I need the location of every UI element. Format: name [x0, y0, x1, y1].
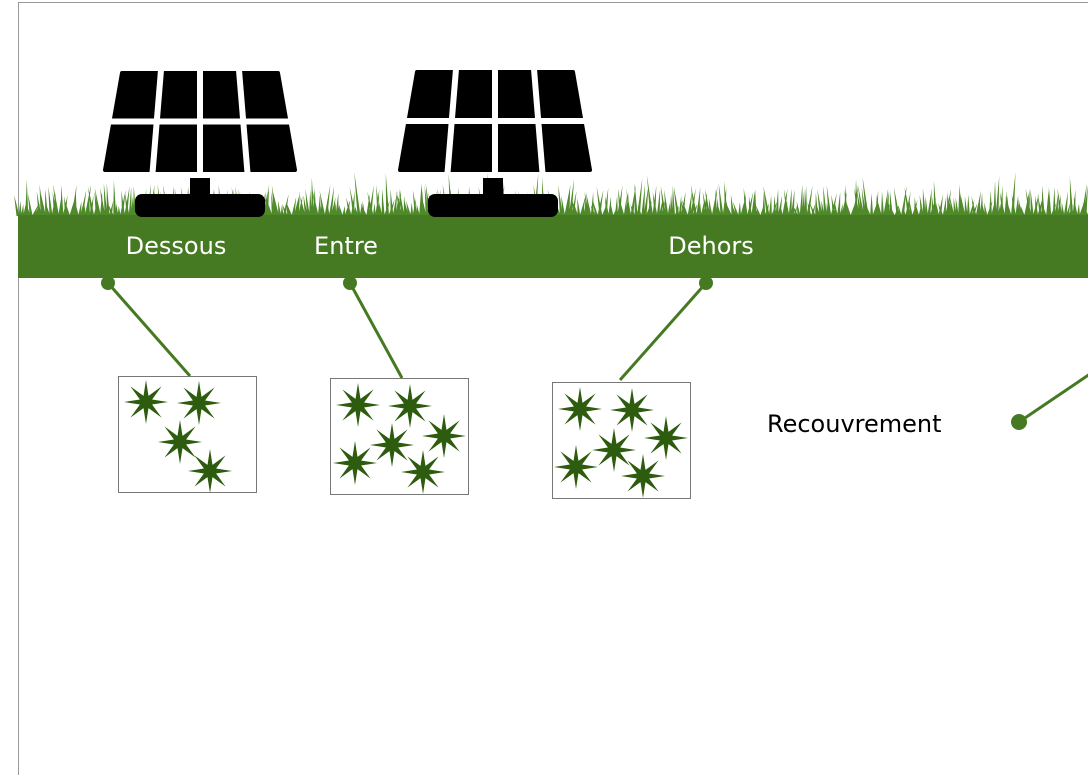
panel-base — [135, 194, 265, 217]
connector — [618, 282, 708, 381]
connectors — [106, 282, 1088, 424]
zone-label: Entre — [314, 232, 378, 260]
zone-label: Dehors — [668, 232, 754, 260]
plant — [644, 416, 688, 460]
panel-post — [190, 178, 210, 198]
plant — [554, 445, 598, 489]
zone-label: Dessous — [126, 232, 227, 260]
plants — [124, 380, 688, 498]
dot — [343, 276, 357, 290]
plant — [188, 449, 232, 493]
panel-gap — [531, 68, 546, 174]
connector — [106, 282, 192, 377]
grass — [14, 172, 1088, 216]
solar-panels — [100, 68, 595, 217]
plant — [177, 381, 221, 425]
plant — [333, 441, 377, 485]
plant — [124, 380, 168, 424]
plant — [621, 454, 665, 498]
dots — [101, 276, 1027, 430]
connector — [1018, 373, 1088, 424]
panel-post — [483, 178, 503, 198]
panel-gap — [236, 69, 251, 174]
dot — [1011, 414, 1027, 430]
panel-base — [428, 194, 558, 217]
plant — [370, 423, 414, 467]
plant — [592, 428, 636, 472]
panel-gap — [444, 68, 459, 174]
legend-label: Recouvrement — [767, 410, 942, 438]
ground-band — [18, 215, 1088, 278]
sample-boxes — [118, 376, 691, 499]
plant — [610, 388, 654, 432]
plant — [558, 387, 602, 431]
plant — [158, 420, 202, 464]
plant — [401, 450, 445, 494]
connector — [348, 282, 404, 379]
plant — [336, 383, 380, 427]
panel-gap — [149, 69, 164, 174]
plant — [388, 384, 432, 428]
dot — [101, 276, 115, 290]
grass-blades — [14, 172, 1088, 216]
dot — [699, 276, 713, 290]
plant — [422, 414, 466, 458]
